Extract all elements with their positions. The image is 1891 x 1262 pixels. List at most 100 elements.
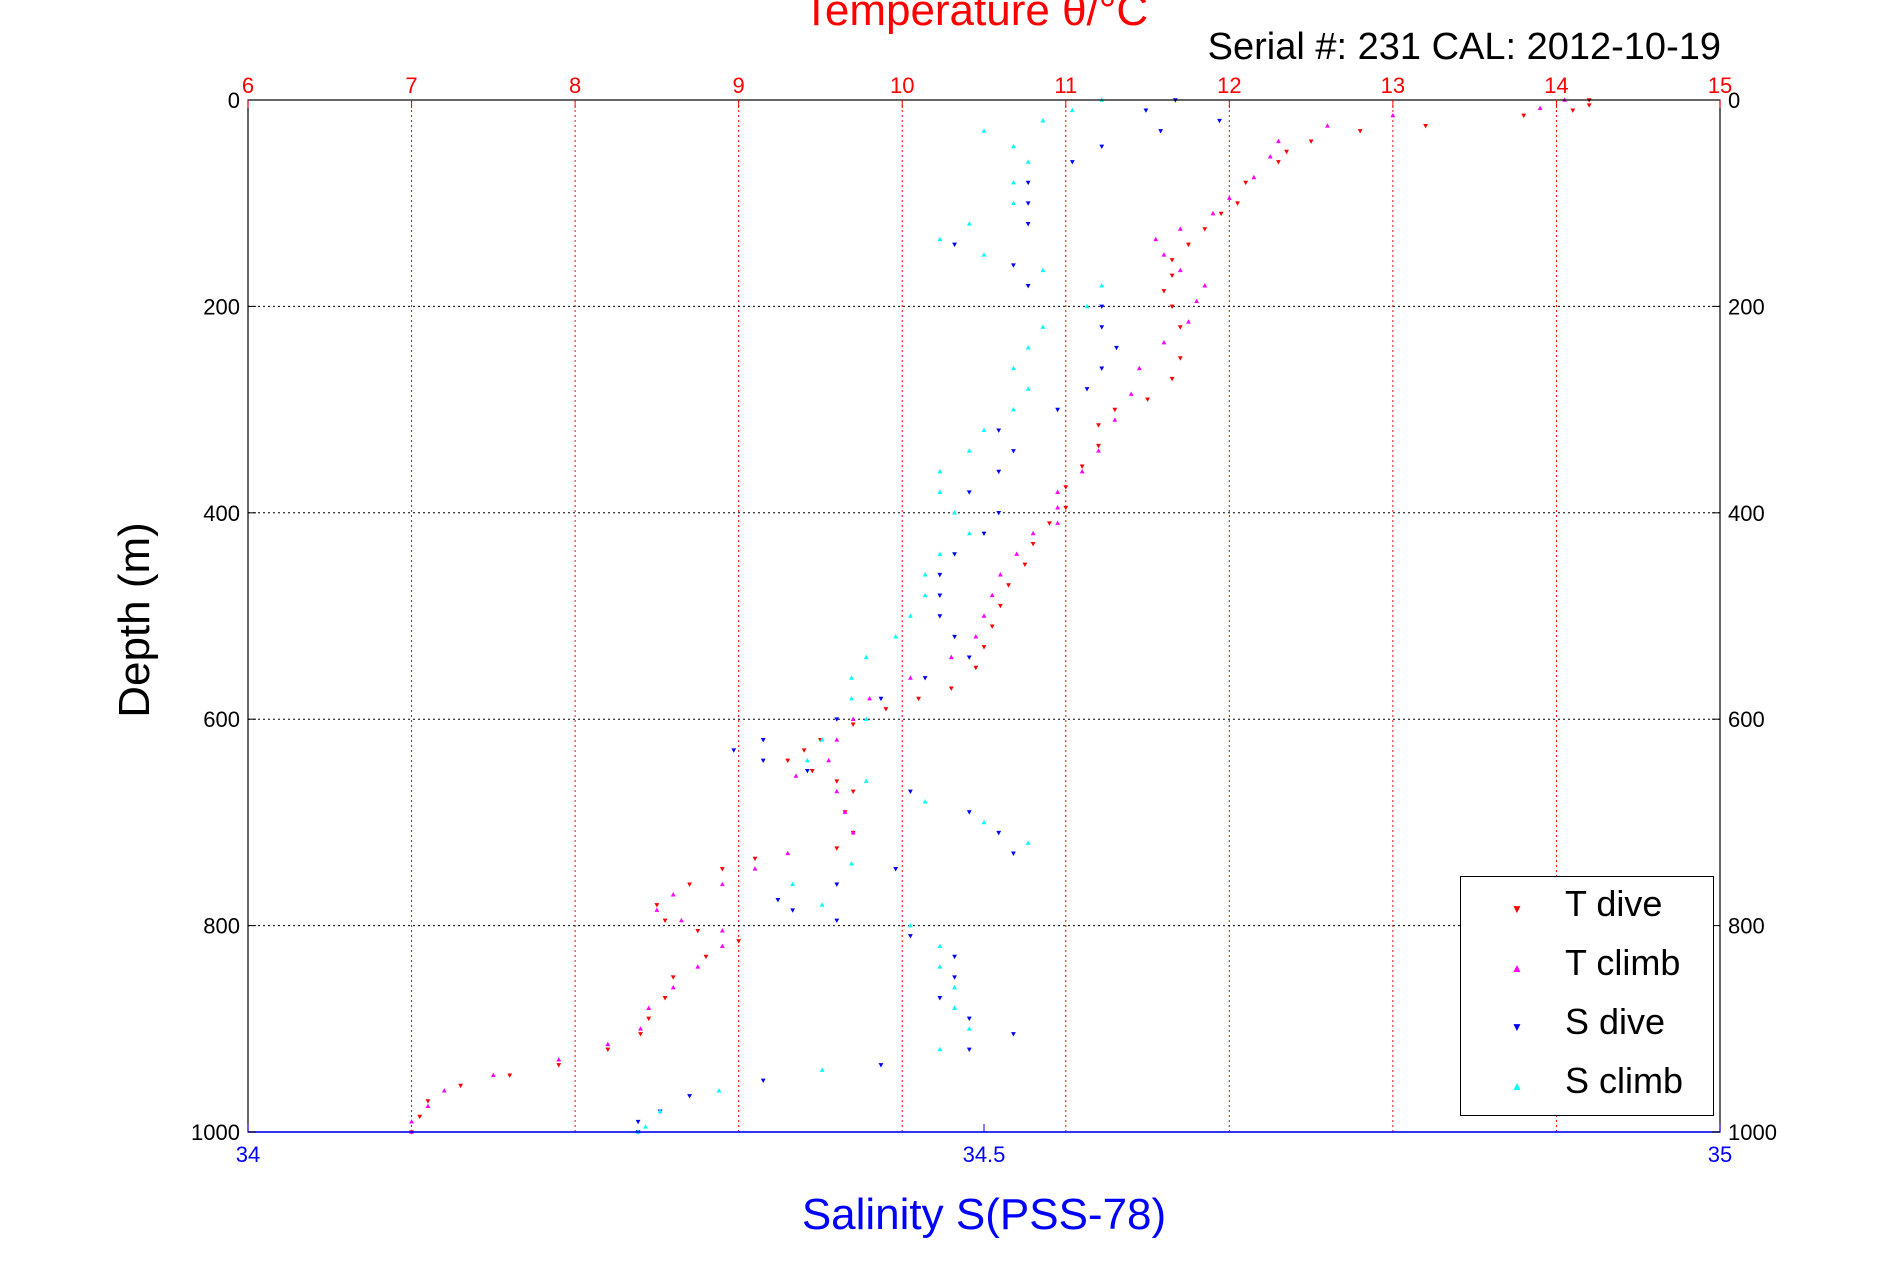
salinity-tick-label: 34.5 <box>963 1142 1006 1167</box>
data-points <box>409 97 1592 1135</box>
s-climb-point <box>922 799 928 804</box>
s-climb-point <box>863 716 869 721</box>
s-climb-point <box>893 634 899 639</box>
axes: 0 0 200 200 400 400 600 600 800 800 1000 1000 6 7 8 9 10… <box>191 73 1777 1167</box>
s-climb-point <box>966 530 972 536</box>
t-dive-point <box>1177 325 1183 330</box>
s-dive-point <box>1099 144 1105 150</box>
t-dive-point <box>981 645 987 650</box>
y-axis-label: Depth (m) <box>110 522 159 718</box>
t-climb-point <box>834 788 840 794</box>
temperature-tick-label: 15 <box>1708 73 1732 98</box>
s-climb-point <box>1011 143 1016 149</box>
y-tick-label-right: 0 <box>1728 88 1740 113</box>
t-dive-point <box>997 603 1003 609</box>
salinity-tick-label: 34 <box>236 1142 260 1167</box>
s-climb-point <box>1011 365 1016 371</box>
t-climb-point <box>490 1072 496 1078</box>
t-dive-point <box>1006 583 1011 588</box>
t-dive-point <box>850 722 856 727</box>
y-tick-label-left: 200 <box>203 294 240 319</box>
s-dive-point <box>1069 160 1075 165</box>
t-climb-point <box>867 695 872 701</box>
legend-label: T dive <box>1565 883 1663 924</box>
t-dive-point <box>752 856 758 862</box>
t-dive-point <box>556 1063 562 1068</box>
s-dive-point <box>937 614 943 619</box>
s-dive-point <box>937 593 943 598</box>
t-dive-point <box>425 1099 431 1104</box>
y-tick-label-right: 800 <box>1728 914 1765 939</box>
x-axis-label: Salinity S(PSS-78) <box>801 1190 1167 1239</box>
s-dive-point <box>937 996 943 1001</box>
t-dive-point <box>948 686 954 691</box>
t-climb-point <box>646 1005 652 1010</box>
t-climb-point <box>1537 105 1543 111</box>
t-dive-point <box>1169 304 1175 309</box>
s-dive-point <box>1011 1032 1016 1037</box>
temperature-tick-label: 11 <box>1054 73 1077 98</box>
t-climb-point <box>826 757 832 763</box>
t-climb-point <box>1153 236 1159 242</box>
t-dive-point <box>719 867 725 872</box>
s-climb-point <box>937 964 943 969</box>
t-climb-point <box>425 1103 431 1108</box>
s-climb-point <box>1025 159 1031 164</box>
t-climb-point <box>1161 252 1167 257</box>
t-dive-point <box>850 789 856 795</box>
s-dive-point <box>1217 118 1222 124</box>
s-dive-point <box>952 634 957 640</box>
t-dive-point <box>1169 273 1175 279</box>
s-climb-point <box>1011 200 1016 205</box>
s-climb-point <box>849 861 854 866</box>
s-dive-point <box>731 748 737 753</box>
temperature-tick-label: 13 <box>1381 73 1405 98</box>
s-dive-point <box>878 696 884 702</box>
t-dive-point <box>1284 149 1289 155</box>
s-climb-point <box>981 128 987 133</box>
s-dive-point <box>790 908 796 913</box>
s-dive-point <box>1099 366 1105 371</box>
t-dive-point <box>883 707 889 712</box>
s-dive-point <box>996 428 1002 433</box>
s-dive-point <box>937 572 943 578</box>
s-climb-point <box>966 448 972 453</box>
t-climb-point <box>948 654 954 660</box>
s-climb-point <box>966 221 972 226</box>
t-dive-point <box>834 846 840 851</box>
legend-marker-triangle-down-icon: ▼ <box>1511 902 1523 916</box>
t-climb-point <box>1202 283 1208 288</box>
t-climb-point <box>850 830 856 835</box>
t-dive-point <box>458 1083 464 1089</box>
t-climb-point <box>1267 154 1273 159</box>
t-dive-point <box>670 975 676 980</box>
t-dive-point <box>1423 124 1428 129</box>
s-dive-point <box>1011 449 1016 454</box>
s-dive-point <box>1158 129 1164 134</box>
t-dive-point <box>1521 113 1527 119</box>
t-dive-point <box>973 665 979 671</box>
chart-subtitle: Serial #: 231 CAL: 2012-10-19 <box>1207 26 1721 68</box>
s-dive-point <box>908 934 913 939</box>
s-climb-point <box>1099 283 1105 288</box>
s-climb-point <box>790 881 796 887</box>
legend-label: T climb <box>1565 942 1681 983</box>
t-dive-point <box>703 954 709 960</box>
t-climb-point <box>981 613 987 618</box>
s-dive-point <box>952 552 957 557</box>
legend-item-t-dive: ▼ T dive <box>1461 879 1713 937</box>
s-climb-point <box>1040 267 1046 273</box>
t-dive-point <box>1243 180 1249 186</box>
s-dive-point <box>966 490 972 495</box>
t-climb-point <box>719 928 725 933</box>
y-tick-label-left: 1000 <box>191 1120 240 1145</box>
t-dive-point <box>1570 108 1576 113</box>
t-climb-point <box>793 773 799 778</box>
t-climb-point <box>1276 138 1281 144</box>
s-dive-point <box>1011 851 1016 856</box>
t-climb-point <box>441 1088 447 1093</box>
t-climb-point <box>679 917 684 923</box>
t-dive-point <box>417 1114 423 1120</box>
t-dive-point <box>801 748 807 753</box>
